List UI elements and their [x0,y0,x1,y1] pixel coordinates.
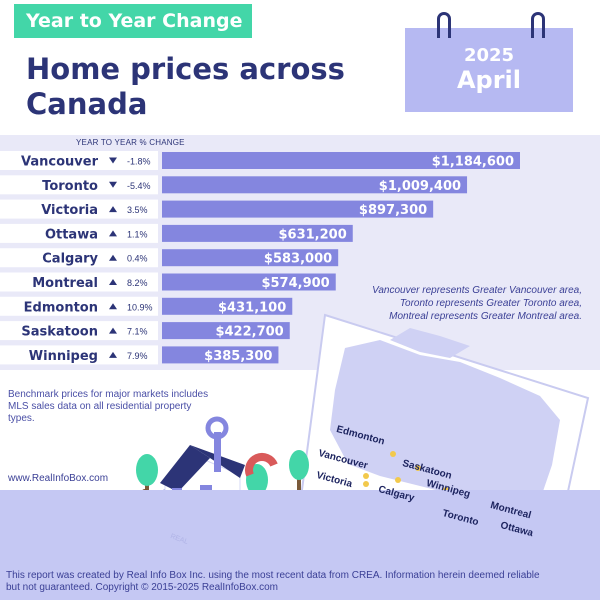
footer-disclaimer: This report was created by Real Info Box… [6,570,540,593]
bar [162,273,336,291]
area-note: Vancouver represents Greater Vancouver a… [330,284,582,323]
arrow-up-icon [109,327,117,334]
header-tag: Year to Year Change [14,4,252,38]
tree-icon [136,454,158,497]
bar [162,224,353,242]
magnet-icon [245,453,278,477]
arrow-up-icon [109,230,117,237]
row-label-bg [0,223,158,243]
bar [162,249,339,267]
floor-band [0,490,600,600]
website-link[interactable]: www.RealInfoBox.com [8,473,109,484]
value-label: $422,700 [215,325,283,340]
row-label-bg [0,199,158,219]
change-label: 8.2% [127,278,148,288]
calendar-badge: 2025 April [405,12,573,112]
change-label: 10.9% [127,302,153,312]
city-label: Vancouver [21,155,99,170]
change-label: 0.4% [127,254,148,264]
change-label: 7.1% [127,327,148,337]
value-label: $574,900 [261,276,329,291]
canada-map-shape [330,340,560,518]
note-line: Toronto represents Greater Toronto area, [399,298,582,309]
value-label: $431,100 [218,300,286,315]
city-label: Toronto [42,179,98,194]
row-label-bg [0,175,158,195]
calendar-ring-icon [437,12,451,38]
change-label: 1.1% [127,229,148,239]
calendar-year: 2025 [463,45,515,66]
arrow-up-icon [109,279,117,285]
key-icon [205,416,229,472]
change-label: -1.8% [127,157,151,167]
row-label-bg [0,272,158,292]
calendar-month: April [456,66,522,94]
value-label: $1,009,400 [379,179,461,194]
bar [162,200,434,218]
row-label-bg [0,296,158,316]
city-label: Montreal [32,276,98,291]
arrow-up-icon [109,206,117,213]
arrow-up-icon [109,351,117,358]
arrow-up-icon [109,254,117,261]
change-label: -5.4% [127,181,151,191]
bar [162,152,520,169]
city-label: Ottawa [45,227,98,242]
arrow-down-icon [109,157,117,164]
title-line-2: Canada [26,87,148,121]
city-label: Edmonton [24,300,98,315]
page-title: Home prices across Canada [26,52,386,122]
tree-icon [289,450,309,490]
column-header: YEAR TO YEAR % CHANGE [76,138,185,147]
city-label: Winnipeg [29,349,98,364]
note-line: Vancouver represents Greater Vancouver a… [372,285,582,296]
note-line: Montreal represents Greater Montreal are… [389,311,582,322]
bar-chart: Vancouver -1.8% $1,184,600 Toronto -5.4% $1,0… [0,151,520,365]
change-label: 3.5% [127,205,148,215]
value-label: $897,300 [359,203,427,218]
arrow-down-icon [109,181,117,188]
bar [162,346,279,364]
row-label-bg [0,151,158,170]
calendar-ring-icon [531,12,545,38]
value-label: $385,300 [204,349,272,364]
arrow-up-icon [109,303,117,310]
value-label: $583,000 [264,252,332,267]
benchmark-note: Benchmark prices for major markets inclu… [8,389,209,424]
row-label-bg [0,321,158,341]
city-label: Calgary [42,252,98,267]
row-label-bg [0,345,158,365]
city-label: Victoria [41,203,98,218]
bar [162,322,290,340]
value-label: $1,184,600 [432,155,514,170]
city-label: Saskatoon [21,325,98,340]
row-label-bg [0,248,158,268]
bar [162,297,293,315]
title-line-1: Home prices across [26,52,345,86]
value-label: $631,200 [278,227,346,242]
change-label: 7.9% [127,351,148,361]
bar [162,176,468,194]
